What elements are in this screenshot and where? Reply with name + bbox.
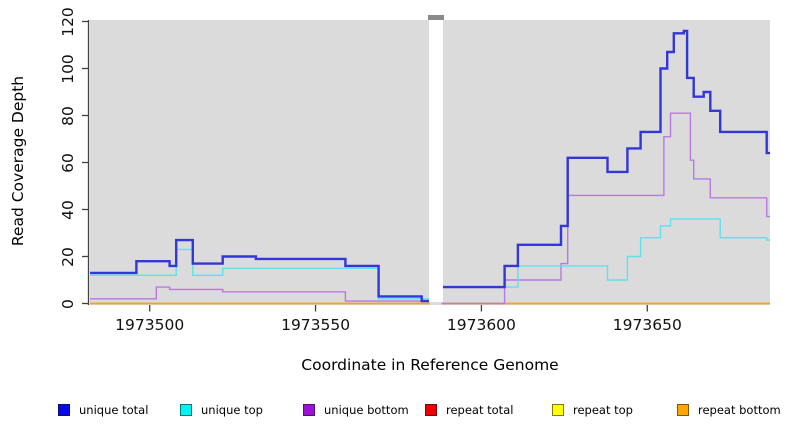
legend-swatch-icon: [58, 404, 70, 416]
legend-swatch-icon: [552, 404, 564, 416]
x-tick-label: 1973550: [281, 316, 351, 334]
x-tick-label: 1973600: [446, 316, 516, 334]
axis-break-marker: [428, 15, 444, 20]
legend-swatch-icon: [425, 404, 437, 416]
legend-swatch-icon: [180, 404, 192, 416]
legend-item-unique-bottom: unique bottom: [303, 400, 409, 417]
legend-swatch-icon: [677, 404, 689, 416]
legend-label: unique total: [79, 403, 149, 417]
legend-item-repeat-top: repeat top: [552, 400, 633, 417]
series-unique-top: [441, 218, 770, 288]
legend-label: unique bottom: [324, 403, 409, 417]
legend-item-repeat-total: repeat total: [425, 400, 514, 417]
x-tick-label: 1973650: [612, 316, 682, 334]
x-tick-label: 1973500: [115, 316, 185, 334]
x-axis-title: Coordinate in Reference Genome: [301, 356, 559, 374]
series-unique-total: [90, 238, 430, 303]
series-unique-bottom: [90, 286, 430, 302]
axis-break-band: [429, 20, 443, 302]
legend-label: repeat total: [446, 403, 514, 417]
legend-item-unique-top: unique top: [180, 400, 263, 417]
series-unique-bottom: [441, 112, 770, 305]
legend-label: repeat bottom: [698, 403, 781, 417]
legend-item-unique-total: unique total: [58, 400, 149, 417]
legend-label: repeat top: [573, 403, 633, 417]
series-unique-total: [441, 29, 770, 289]
legend-item-repeat-bottom: repeat bottom: [677, 400, 781, 417]
legend-label: unique top: [201, 403, 263, 417]
legend-swatch-icon: [303, 404, 315, 416]
